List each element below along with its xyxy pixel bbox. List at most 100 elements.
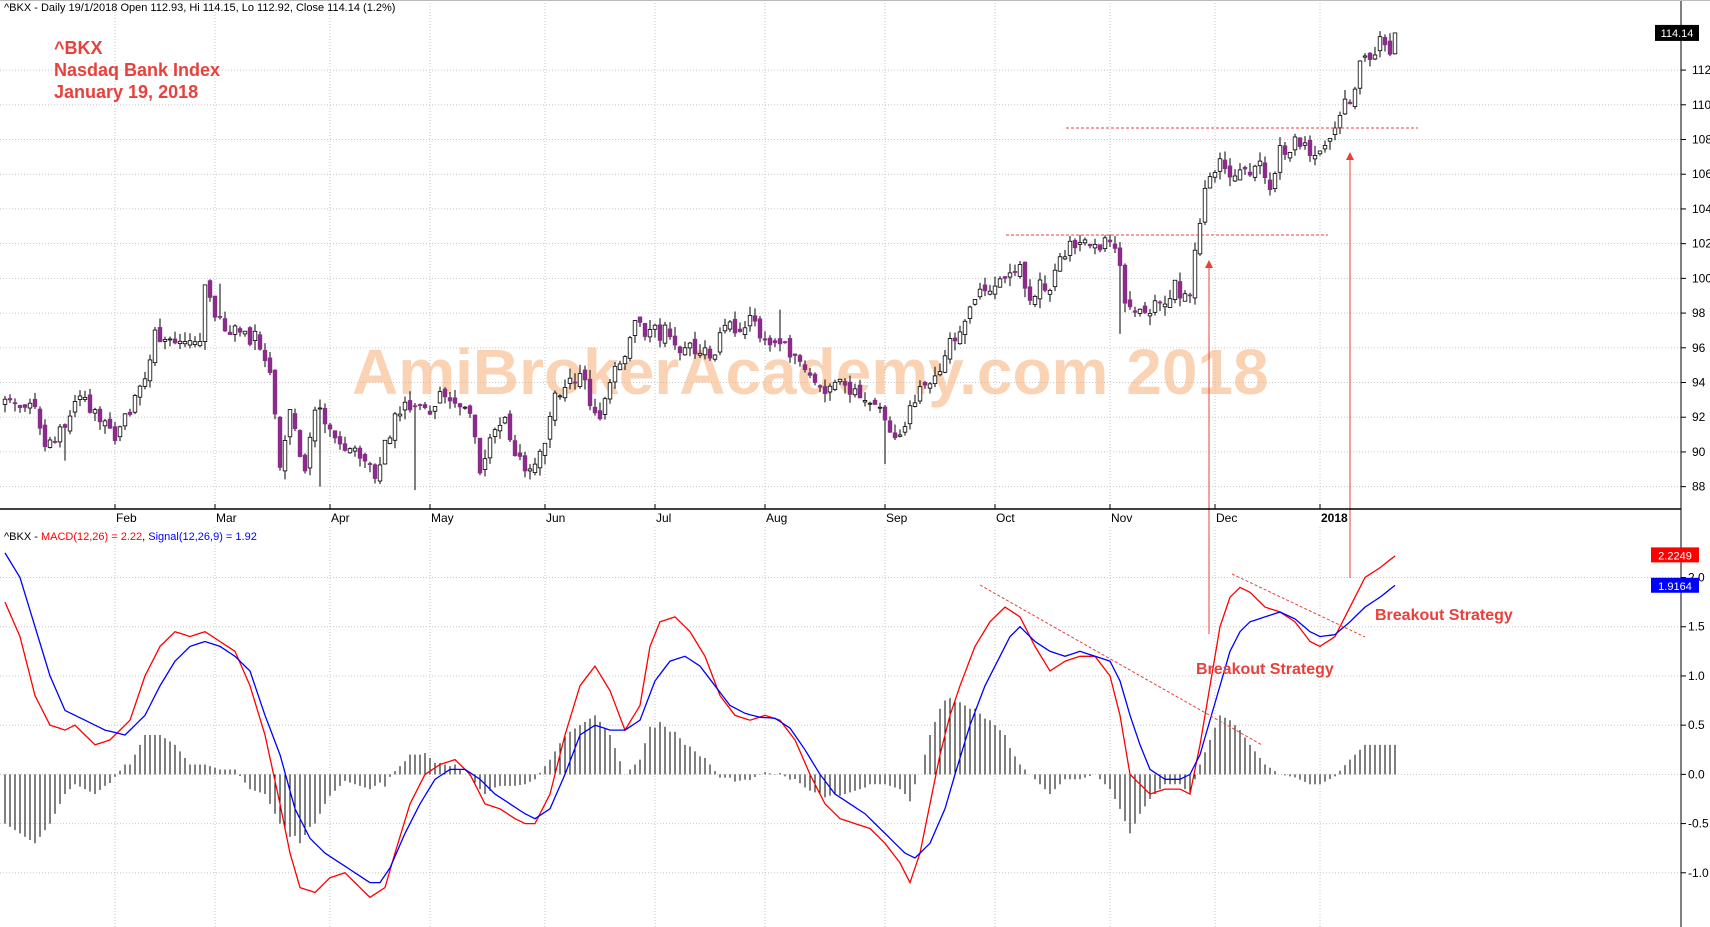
candle xyxy=(102,418,108,434)
candle-body xyxy=(87,394,93,413)
candle xyxy=(322,403,328,434)
candle xyxy=(1247,163,1253,177)
candle xyxy=(1382,34,1388,52)
candle-body xyxy=(1047,289,1053,295)
candle xyxy=(92,407,98,422)
candle-body xyxy=(1037,279,1043,300)
candle-body xyxy=(672,335,678,346)
candle xyxy=(222,311,228,332)
candle-body xyxy=(402,401,408,411)
candle-body xyxy=(292,413,298,429)
candle xyxy=(267,352,273,376)
candle xyxy=(957,325,963,345)
candle-body xyxy=(867,402,873,405)
candle xyxy=(532,457,538,476)
candle xyxy=(2,395,8,413)
candle xyxy=(1047,288,1053,302)
price-header: ^BKX - Daily 19/1/2018 Open 112.93, Hi 1… xyxy=(4,2,395,14)
candle-body xyxy=(892,432,898,439)
candle xyxy=(1042,275,1048,293)
candle-body xyxy=(1127,299,1133,308)
candle xyxy=(787,334,793,363)
candle xyxy=(1147,309,1153,326)
candle xyxy=(1017,260,1023,279)
candle xyxy=(202,284,208,350)
candle-body xyxy=(1327,137,1333,142)
macd-tick-label: 1.0 xyxy=(1688,669,1705,683)
candle xyxy=(132,393,138,415)
candle-body xyxy=(457,403,463,408)
candle-body xyxy=(1182,293,1188,302)
candle-body xyxy=(437,391,443,404)
time-tick-label: Nov xyxy=(1111,511,1132,525)
candle-body xyxy=(1097,244,1103,251)
candle-body xyxy=(1252,165,1258,178)
candle-body xyxy=(907,405,913,425)
candle-body xyxy=(1282,145,1288,155)
candle xyxy=(952,332,958,351)
candle xyxy=(82,390,88,403)
candle-body xyxy=(82,397,88,401)
candle xyxy=(172,331,178,345)
candle xyxy=(1282,141,1288,160)
candle-body xyxy=(982,284,988,292)
candle xyxy=(817,384,823,393)
candle xyxy=(702,340,708,360)
candle xyxy=(1252,164,1258,182)
candle xyxy=(617,360,623,371)
candle-body xyxy=(92,409,98,414)
macd-header: ^BKX - MACD(12,26) = 2.22, Signal(12,26,… xyxy=(4,531,257,543)
candle xyxy=(1142,301,1148,314)
candle-body xyxy=(667,328,673,338)
candle xyxy=(1057,252,1063,272)
candle-body xyxy=(1117,247,1123,266)
candle xyxy=(387,435,393,445)
annotation-date: January 19, 2018 xyxy=(54,82,198,102)
candle xyxy=(357,445,363,467)
candle-body xyxy=(922,382,928,386)
candle-body xyxy=(432,406,438,412)
candle-body xyxy=(247,327,253,345)
candle xyxy=(672,327,678,350)
candle xyxy=(1367,52,1373,67)
candle xyxy=(1127,291,1133,310)
candle-body xyxy=(132,395,138,413)
candle xyxy=(1302,136,1308,150)
candle xyxy=(1362,53,1368,62)
candle-body xyxy=(147,359,153,382)
candle-body xyxy=(352,447,358,452)
time-tick-label: Dec xyxy=(1216,511,1237,525)
candle xyxy=(1262,156,1268,184)
candle-body xyxy=(222,318,228,332)
candle-body xyxy=(687,342,693,349)
price-tick-label: 102 xyxy=(1692,237,1710,251)
candle xyxy=(27,398,33,415)
time-axis-ticks: Feb Mar Apr May Jun Jul Aug Sep Oct Nov Dec 2018 xyxy=(114,504,1348,525)
candle-body xyxy=(972,299,978,305)
candle-body xyxy=(337,436,343,445)
candle xyxy=(112,421,118,445)
candle-body xyxy=(1202,187,1208,223)
candle-body xyxy=(682,347,688,356)
candle xyxy=(1372,46,1378,61)
candle-body xyxy=(1332,127,1338,135)
breakout-label-2: Breakout Strategy xyxy=(1375,607,1513,624)
candle xyxy=(657,318,663,348)
candle-body xyxy=(1092,244,1098,249)
candle xyxy=(67,410,73,435)
price-gridlines xyxy=(0,0,1681,504)
candle xyxy=(962,319,968,345)
candle-body xyxy=(512,440,518,456)
candle xyxy=(597,402,603,421)
candle-body xyxy=(847,381,853,395)
candle-body xyxy=(1237,169,1243,181)
candle xyxy=(512,435,518,457)
candle-body xyxy=(387,437,393,444)
candle-body xyxy=(542,442,548,456)
candle xyxy=(367,461,373,473)
candle-body xyxy=(357,447,363,459)
candle-body xyxy=(1247,171,1253,176)
candle-body xyxy=(302,454,308,472)
candle-body xyxy=(377,464,383,482)
candle xyxy=(827,383,833,401)
